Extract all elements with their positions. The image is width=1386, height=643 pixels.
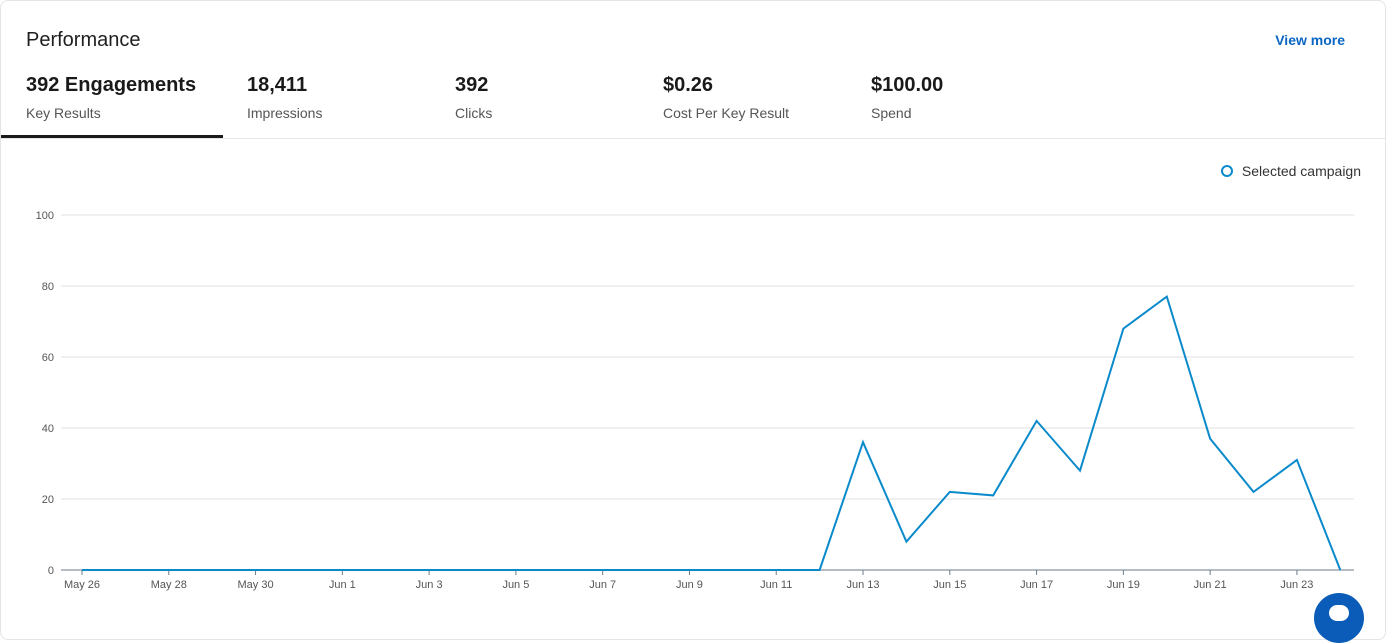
- metric-value: $100.00: [871, 74, 944, 96]
- x-tick-label: Jun 3: [416, 579, 443, 591]
- chart-legend[interactable]: Selected campaign: [1220, 163, 1361, 179]
- legend-label: Selected campaign: [1241, 163, 1361, 179]
- tab-impressions[interactable]: 18,411 Impressions: [222, 63, 430, 138]
- series-line-selected-campaign: [82, 294, 1342, 571]
- metric-value: 392: [455, 74, 489, 96]
- chat-button[interactable]: [1314, 593, 1364, 643]
- metric-label: Impressions: [247, 105, 323, 121]
- card-title: Performance: [26, 29, 141, 51]
- x-tick-label: Jun 23: [1280, 579, 1313, 591]
- line-chart: 0 20 40 60 80 100 May 26 May 28 May 30 Jun 1 Jun 3…: [36, 210, 1354, 591]
- x-tick-label: Jun 5: [502, 579, 529, 591]
- legend-circle-icon: [1220, 165, 1233, 177]
- y-tick-label: 0: [48, 565, 54, 577]
- metric-label: Key Results: [26, 105, 101, 121]
- metric-tabs: 392 Engagements Key Results 18,411 Impress…: [1, 63, 1386, 139]
- view-more-link[interactable]: View more: [1275, 32, 1345, 48]
- x-tick-label: Jun 13: [847, 579, 880, 591]
- x-tick-label: May 30: [238, 579, 274, 591]
- x-tick-label: Jun 9: [676, 579, 703, 591]
- y-tick-label: 60: [42, 352, 54, 364]
- metric-label: Spend: [871, 105, 912, 121]
- y-tick-label: 40: [42, 423, 54, 435]
- tab-key-results[interactable]: 392 Engagements Key Results: [1, 63, 223, 138]
- metric-label: Clicks: [455, 105, 493, 121]
- x-tick-label: Jun 7: [589, 579, 616, 591]
- x-tick-label: Jun 15: [933, 579, 966, 591]
- x-tick-label: Jun 1: [329, 579, 356, 591]
- x-tick-label: Jun 21: [1194, 579, 1227, 591]
- tab-spend[interactable]: $100.00 Spend: [846, 63, 1054, 138]
- x-tick-label: May 26: [64, 579, 100, 591]
- y-tick-label: 100: [36, 210, 54, 222]
- metric-value: $0.26: [663, 74, 714, 96]
- metric-label: Cost Per Key Result: [663, 105, 790, 121]
- tab-clicks[interactable]: 392 Clicks: [430, 63, 638, 138]
- y-tick-label: 20: [42, 494, 54, 506]
- x-tick-label: May 28: [151, 579, 187, 591]
- metric-value: 392 Engagements: [26, 74, 197, 96]
- x-tick-label: Jun 17: [1020, 579, 1053, 591]
- metric-value: 18,411: [247, 74, 308, 96]
- x-tick-label: Jun 19: [1107, 579, 1140, 591]
- tab-cost-per-key-result[interactable]: $0.26 Cost Per Key Result: [638, 63, 846, 138]
- chat-bubble-icon: [1329, 605, 1349, 621]
- x-tick-label: Jun 11: [760, 579, 792, 591]
- y-tick-label: 80: [42, 281, 54, 293]
